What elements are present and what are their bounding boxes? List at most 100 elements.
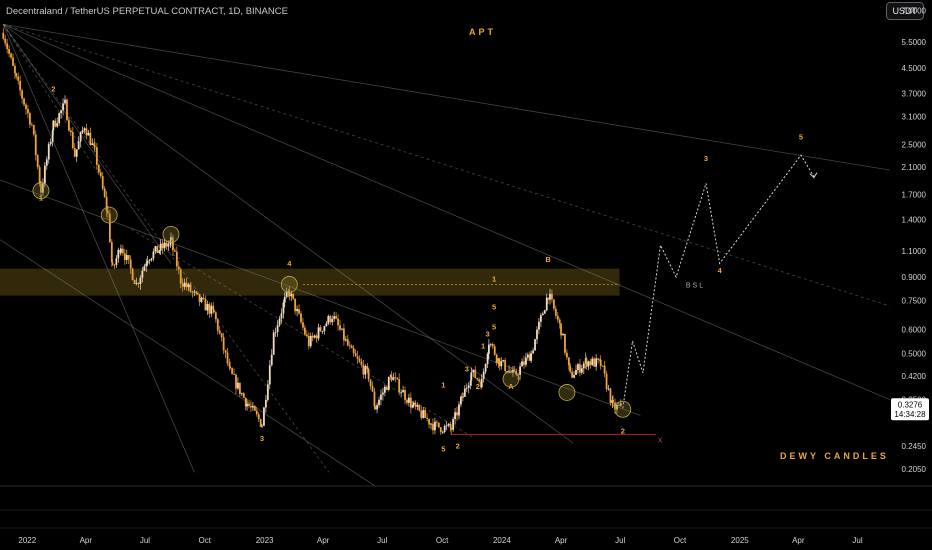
candle xyxy=(331,318,334,323)
candle xyxy=(280,313,283,319)
wave-label: 4 xyxy=(287,259,292,268)
candle xyxy=(390,375,393,381)
candle xyxy=(60,110,63,114)
candle xyxy=(185,282,188,288)
candle xyxy=(23,98,25,105)
candle xyxy=(502,360,505,362)
y-tick-label: 0.2050 xyxy=(902,465,927,474)
candle xyxy=(472,369,475,373)
candle xyxy=(283,296,286,303)
candle xyxy=(71,132,74,149)
price-tag xyxy=(891,398,929,421)
y-tick-label: 0.6000 xyxy=(902,326,927,335)
candle xyxy=(73,148,76,157)
candle xyxy=(131,268,134,281)
candle xyxy=(40,183,42,193)
projection-path xyxy=(622,154,815,409)
candle xyxy=(159,243,162,251)
candle xyxy=(161,243,164,249)
candle xyxy=(154,246,157,252)
candle xyxy=(290,293,293,297)
trendline xyxy=(2,24,99,174)
candle xyxy=(257,414,260,420)
candle xyxy=(498,358,501,367)
candle xyxy=(519,366,521,375)
candle xyxy=(327,316,330,324)
candle xyxy=(383,386,386,393)
candle xyxy=(95,147,98,165)
y-tick-label: 2.5000 xyxy=(902,140,927,149)
candle xyxy=(12,57,14,66)
currency-button[interactable]: USDT xyxy=(885,2,924,20)
candle xyxy=(599,359,602,366)
candle xyxy=(259,419,262,427)
candle xyxy=(261,425,263,427)
pivot-circle xyxy=(100,206,118,224)
y-tick-label: 1.1000 xyxy=(902,247,927,256)
candle xyxy=(452,419,455,430)
candle xyxy=(68,120,70,131)
candle xyxy=(32,124,35,135)
candle xyxy=(58,113,61,124)
candle xyxy=(85,128,88,136)
candle xyxy=(402,390,404,393)
candle xyxy=(418,405,421,411)
y-tick-label: 7.0000 xyxy=(902,7,927,16)
candle xyxy=(341,328,343,330)
candle xyxy=(62,103,64,111)
pivot-circle xyxy=(280,276,298,293)
supply-zone xyxy=(0,268,620,296)
candle xyxy=(235,374,237,389)
candle xyxy=(317,327,320,339)
wave-label: 4 xyxy=(718,266,723,275)
candle xyxy=(193,291,196,293)
candle xyxy=(434,421,436,431)
candle xyxy=(25,104,27,110)
wave-label: 3 xyxy=(485,329,489,338)
candle xyxy=(19,80,22,91)
pivot-circle xyxy=(502,370,520,388)
x-tick-label: Oct xyxy=(436,536,449,545)
y-tick-label: 0.7500 xyxy=(902,297,927,306)
wave-label: 1 xyxy=(39,194,43,203)
pivot-circle xyxy=(162,225,180,243)
candle xyxy=(220,333,223,338)
wave-label: 1 xyxy=(492,274,496,283)
candle xyxy=(264,399,267,408)
candle xyxy=(348,345,351,347)
candle xyxy=(183,282,186,287)
candle xyxy=(619,403,622,406)
candle xyxy=(158,250,161,253)
wave-label: 5 xyxy=(492,303,496,312)
candle xyxy=(47,144,50,160)
candle xyxy=(404,390,406,400)
candle xyxy=(554,308,557,316)
candle xyxy=(597,358,600,360)
candle xyxy=(482,371,485,379)
candle xyxy=(179,269,182,284)
candle xyxy=(202,297,205,299)
candle xyxy=(445,425,448,427)
candle xyxy=(428,418,430,425)
candle xyxy=(34,134,37,156)
candle xyxy=(447,424,450,426)
x-tick-label: 2025 xyxy=(731,536,749,545)
candle xyxy=(609,388,612,404)
wave-label: 2 xyxy=(456,442,460,451)
candle xyxy=(238,382,241,395)
brand-watermark-label: DEWY CANDLES xyxy=(780,451,889,461)
candle xyxy=(616,405,618,410)
candle xyxy=(75,149,78,157)
candle xyxy=(43,165,46,184)
candle xyxy=(212,305,215,310)
candle xyxy=(560,323,562,336)
candle xyxy=(14,65,16,74)
candle xyxy=(137,283,140,285)
candle xyxy=(127,255,130,260)
candle xyxy=(266,384,269,400)
candle xyxy=(278,318,281,326)
candle xyxy=(486,353,489,365)
candle xyxy=(432,423,434,431)
x-tick-label: Jul xyxy=(377,536,387,545)
